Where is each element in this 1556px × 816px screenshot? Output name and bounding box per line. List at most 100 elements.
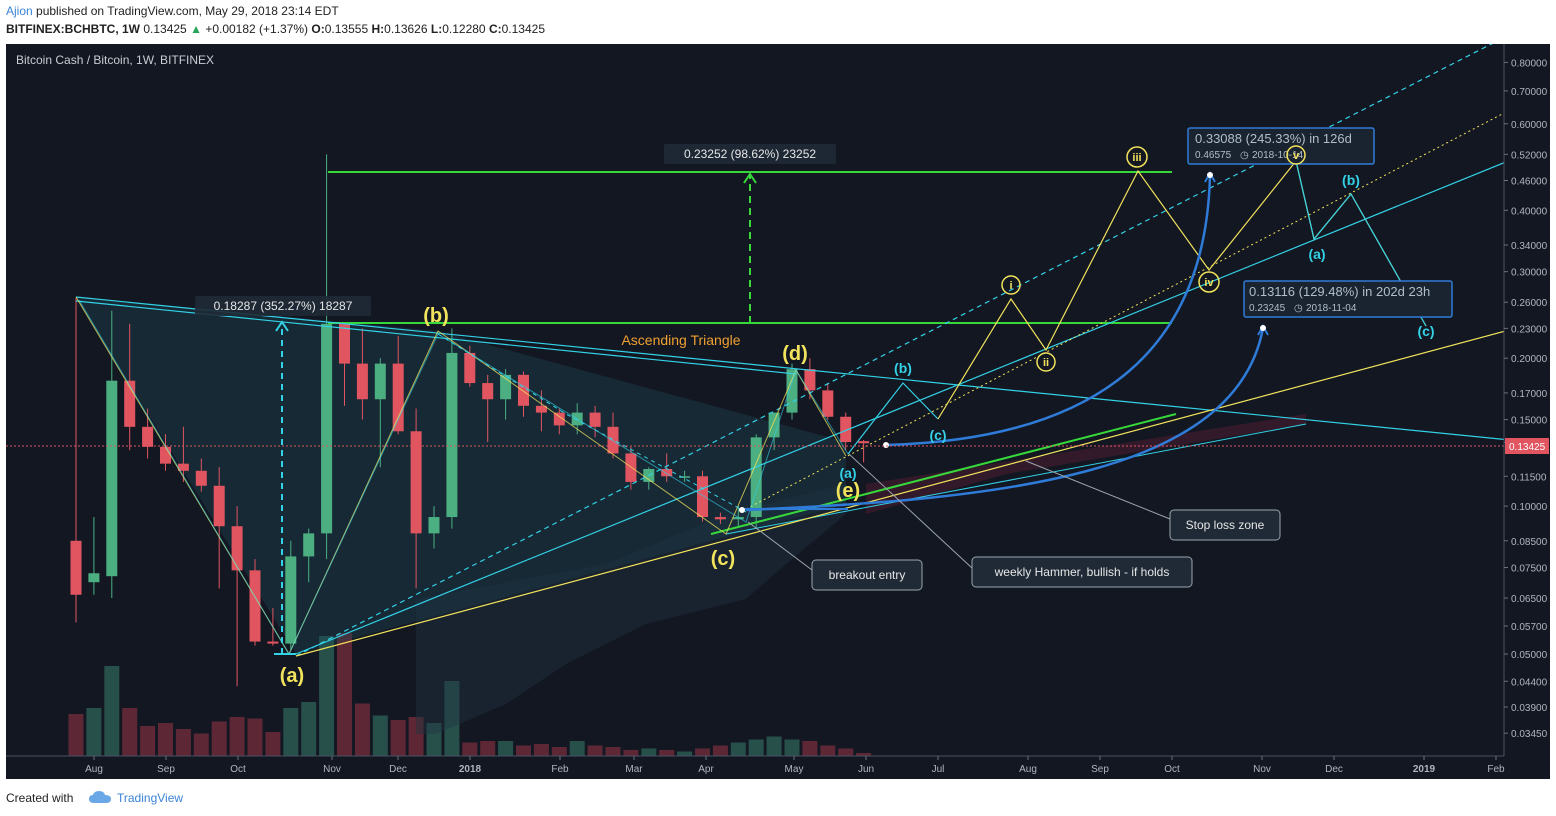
candle-body[interactable]	[553, 412, 565, 426]
candle-body[interactable]	[160, 446, 171, 464]
price-tick-label: 0.11500	[1511, 472, 1547, 483]
candle-body[interactable]	[321, 323, 333, 534]
candle-body[interactable]	[142, 426, 154, 447]
stoploss-zone-shading	[866, 414, 1306, 514]
candle-body[interactable]	[750, 437, 762, 518]
candle-body[interactable]	[88, 573, 100, 583]
price-tick-label: 0.05000	[1511, 650, 1548, 661]
volume-bar	[659, 750, 675, 756]
price-tick-label: 0.05700	[1511, 622, 1548, 633]
time-tick-label: Nov	[323, 764, 341, 775]
candle-body[interactable]	[464, 352, 476, 384]
candle-body[interactable]	[786, 369, 798, 413]
candle-body[interactable]	[500, 374, 512, 400]
candle-body[interactable]	[697, 476, 708, 518]
dashed-wave-path	[437, 333, 747, 513]
candle-body[interactable]	[482, 383, 494, 400]
volume-bar	[158, 723, 173, 756]
time-tick-label: 2018	[459, 764, 482, 775]
candle-body[interactable]	[410, 431, 422, 534]
candle-body[interactable]	[374, 363, 386, 400]
price-change: +0.00182 (+1.37%)	[205, 22, 309, 36]
tradingview-link[interactable]: TradingView	[117, 791, 184, 805]
proj2-box	[1243, 280, 1453, 318]
volume-bar	[426, 723, 442, 756]
ascending-triangle-label: Ascending Triangle	[621, 332, 740, 348]
candle-body[interactable]	[446, 352, 458, 518]
candle-body[interactable]	[858, 441, 870, 444]
author-link[interactable]: Ajion	[6, 4, 33, 18]
candle-body[interactable]	[303, 533, 315, 557]
cyan-dashed-channel	[295, 13, 1551, 657]
time-tick-label: Aug	[85, 764, 103, 775]
candle-body[interactable]	[231, 526, 243, 571]
time-tick-label: Jun	[858, 764, 874, 775]
candle-body[interactable]	[679, 476, 691, 478]
proj-b-label: (b)	[894, 360, 912, 376]
volume-bar	[498, 741, 514, 756]
candle-body[interactable]	[339, 323, 350, 364]
volume-bar	[175, 729, 191, 756]
price-tick-label: 0.10000	[1511, 502, 1548, 513]
candle-body[interactable]	[177, 463, 189, 471]
price-tick-label: 0.60000	[1511, 120, 1548, 131]
last-price-tag	[1505, 438, 1549, 454]
candle-body[interactable]	[804, 369, 816, 391]
candle-body[interactable]	[249, 570, 261, 642]
candle-body[interactable]	[195, 470, 207, 486]
future-c-label: (c)	[1417, 323, 1434, 339]
volume-bar	[247, 718, 263, 756]
candle-body[interactable]	[392, 363, 404, 432]
time-tick-label: Nov	[1253, 764, 1271, 775]
candle-body[interactable]	[607, 426, 619, 454]
volume-bar	[265, 732, 281, 756]
chart-area[interactable]: Bitcoin Cash / Bitcoin, 1W, BITFINEX 0.1…	[6, 13, 1551, 779]
volume-bar	[516, 745, 531, 756]
chart-header: Ajion published on TradingView.com, May …	[0, 0, 1556, 40]
candle-body[interactable]	[124, 380, 136, 427]
candle-body[interactable]	[70, 540, 82, 595]
volume-bar	[623, 750, 639, 756]
candle-body[interactable]	[518, 374, 529, 406]
time-tick-label: Dec	[1325, 764, 1343, 775]
candle-body[interactable]	[732, 517, 744, 520]
time-tick-label: Feb	[1487, 764, 1505, 775]
roman-i-label: i	[1009, 280, 1012, 292]
price-tick-label: 0.20000	[1511, 354, 1548, 365]
volume-bar	[712, 745, 728, 756]
candle-body[interactable]	[356, 363, 368, 400]
candle-body[interactable]	[768, 412, 780, 438]
candle-body[interactable]	[589, 412, 601, 427]
candle-body[interactable]	[535, 405, 547, 413]
measure1-box	[195, 296, 371, 316]
measure1-arrowhead	[275, 320, 289, 332]
price-tick-label: 0.07500	[1511, 563, 1548, 574]
tradingview-cloud-icon[interactable]	[88, 790, 112, 804]
candle-body[interactable]	[285, 556, 297, 644]
time-tick-label: Dec	[389, 764, 407, 775]
low-label: L:	[430, 22, 443, 36]
candle-body[interactable]	[840, 416, 852, 443]
volume-bar	[444, 681, 460, 756]
candle-body[interactable]	[625, 453, 637, 482]
candle-body[interactable]	[714, 517, 726, 520]
price-tick-label: 0.30000	[1511, 268, 1548, 279]
price-chart[interactable]: Bitcoin Cash / Bitcoin, 1W, BITFINEX 0.1…	[6, 13, 1551, 779]
close-label: C:	[488, 22, 502, 36]
roman-v-marker	[1286, 145, 1306, 165]
candle-body[interactable]	[661, 468, 673, 477]
volume-bar	[337, 633, 352, 756]
volume-bar	[211, 721, 227, 756]
time-tick-label: May	[785, 764, 804, 775]
callout-breakout-box	[811, 559, 923, 591]
candle-body[interactable]	[822, 390, 834, 417]
candle-body[interactable]	[213, 485, 225, 527]
callout-stoploss-text: Stop loss zone	[1186, 518, 1265, 532]
candle-body[interactable]	[267, 641, 279, 644]
price-tick-label: 0.17000	[1511, 389, 1548, 400]
proj1-sub: 0.46575	[1195, 150, 1232, 161]
candle-body[interactable]	[106, 380, 118, 577]
candle-body[interactable]	[428, 517, 440, 534]
price-tick-label: 0.03900	[1511, 703, 1548, 714]
roman-i-marker	[1001, 275, 1021, 295]
